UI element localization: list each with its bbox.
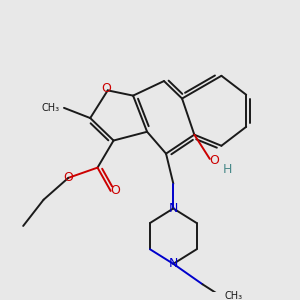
Text: N: N: [169, 202, 178, 215]
Text: O: O: [209, 154, 219, 167]
Text: O: O: [101, 82, 111, 94]
Text: CH₃: CH₃: [41, 103, 60, 113]
Text: O: O: [110, 184, 120, 197]
Text: N: N: [169, 257, 178, 270]
Text: H: H: [223, 163, 232, 176]
Text: CH₃: CH₃: [224, 291, 242, 300]
Text: O: O: [63, 171, 73, 184]
